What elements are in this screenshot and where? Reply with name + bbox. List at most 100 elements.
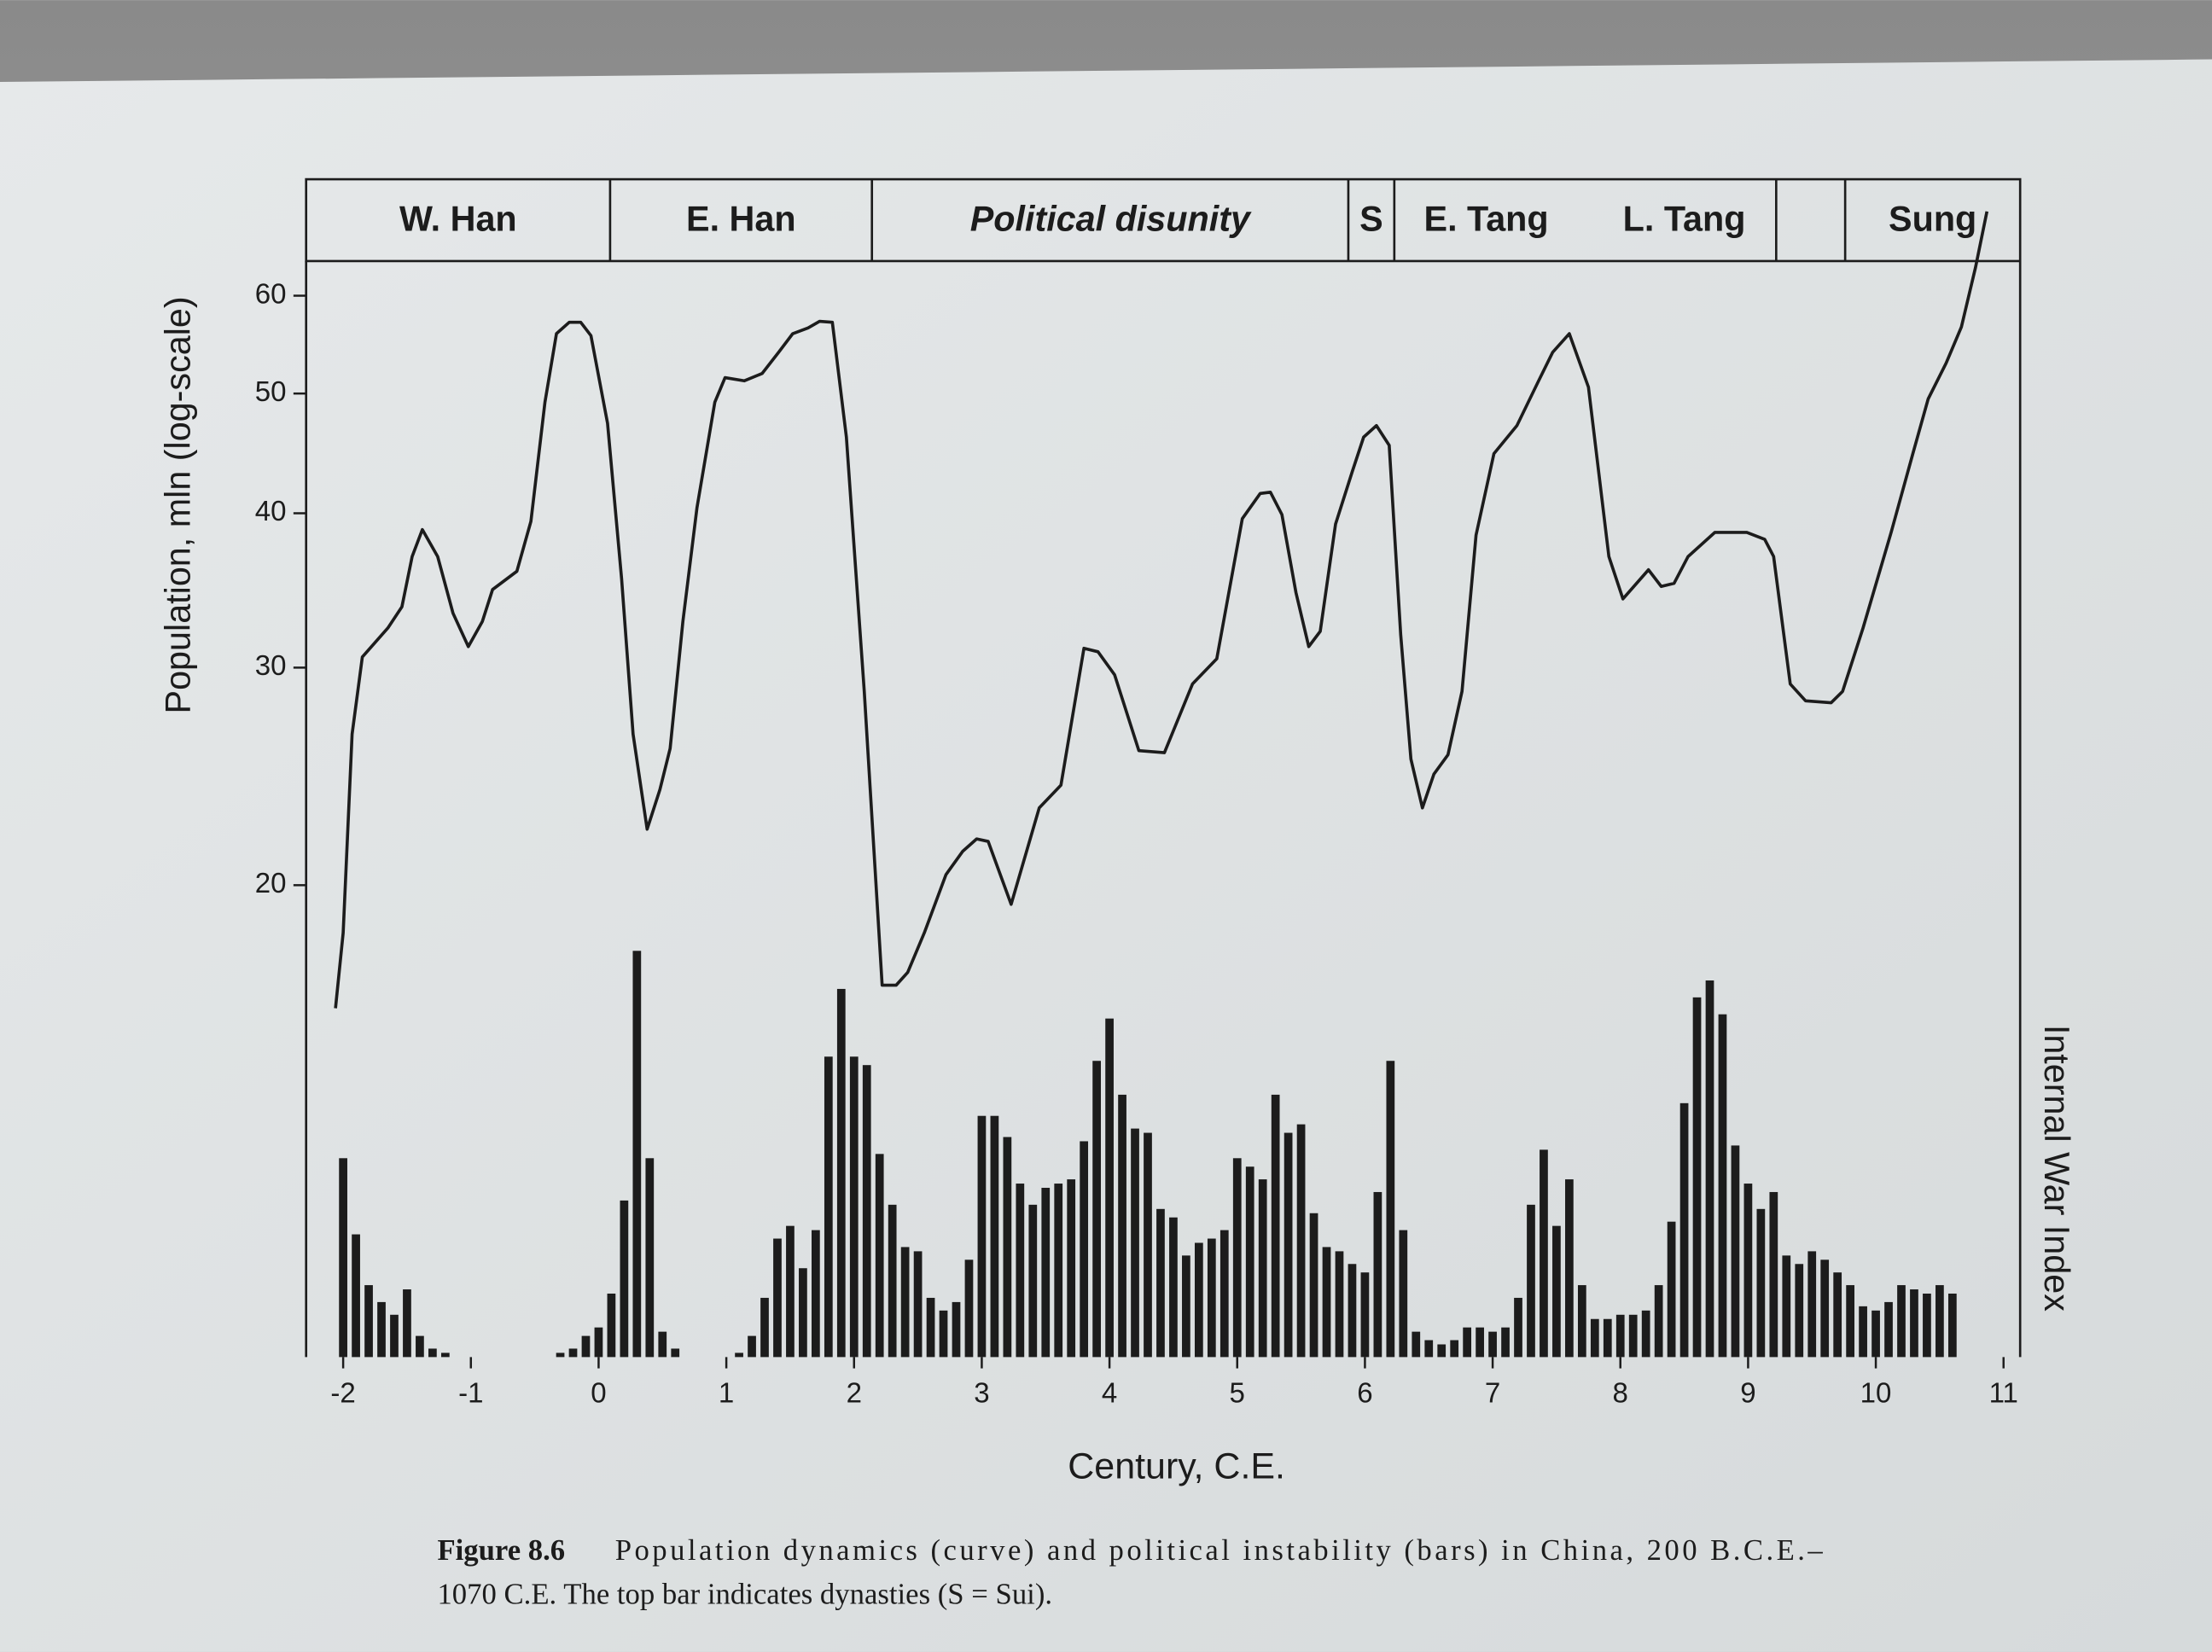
war-bar bbox=[1296, 1124, 1306, 1358]
war-bar bbox=[1782, 1255, 1791, 1358]
war-bar bbox=[849, 1056, 859, 1358]
war-bar bbox=[824, 1056, 833, 1358]
war-bar bbox=[1769, 1191, 1778, 1358]
x-tick-label: 7 bbox=[1485, 1378, 1500, 1410]
war-bar bbox=[1258, 1179, 1267, 1358]
war-bar bbox=[748, 1335, 756, 1358]
war-bar bbox=[1463, 1327, 1472, 1358]
war-bar bbox=[556, 1352, 565, 1358]
war-bar bbox=[1846, 1285, 1854, 1358]
war-bar bbox=[1514, 1297, 1522, 1358]
war-bar bbox=[1936, 1285, 1944, 1358]
war-bar bbox=[1756, 1208, 1766, 1358]
war-bar bbox=[1348, 1264, 1357, 1358]
war-bar bbox=[1705, 980, 1714, 1358]
war-bar bbox=[862, 1065, 871, 1358]
war-bar bbox=[1590, 1318, 1599, 1358]
y-tick-label: 60 bbox=[255, 278, 287, 310]
x-tick-label: 10 bbox=[1860, 1378, 1892, 1410]
x-tick-label: 0 bbox=[591, 1378, 606, 1410]
war-bar bbox=[1016, 1184, 1025, 1358]
war-bar bbox=[773, 1238, 782, 1358]
war-bar bbox=[799, 1268, 807, 1358]
war-bar bbox=[1232, 1158, 1242, 1358]
y-tick-label: 20 bbox=[255, 868, 287, 899]
war-bar bbox=[1271, 1094, 1280, 1358]
war-bar bbox=[1437, 1344, 1447, 1358]
x-tick-label: 5 bbox=[1230, 1378, 1245, 1410]
war-bar bbox=[1910, 1289, 1918, 1358]
war-bar bbox=[1641, 1310, 1650, 1358]
x-tick-label: -1 bbox=[458, 1378, 483, 1410]
war-bar bbox=[1067, 1179, 1076, 1358]
y-tick-label: 30 bbox=[255, 650, 287, 682]
war-bar bbox=[645, 1158, 655, 1358]
war-bar bbox=[1552, 1225, 1561, 1358]
war-bar bbox=[1360, 1272, 1370, 1358]
war-bar bbox=[1731, 1145, 1740, 1358]
war-bar bbox=[1654, 1285, 1663, 1358]
war-bar bbox=[671, 1348, 680, 1358]
war-bar bbox=[1450, 1340, 1459, 1358]
war-bar bbox=[428, 1348, 437, 1358]
war-bar bbox=[1092, 1061, 1101, 1358]
y-tick-label: 40 bbox=[255, 496, 287, 527]
war-bar bbox=[1718, 1014, 1727, 1358]
war-bar bbox=[1540, 1149, 1548, 1358]
dynasty-label: E. Han bbox=[686, 200, 796, 239]
war-bar bbox=[1207, 1238, 1216, 1358]
war-bar bbox=[1577, 1285, 1586, 1358]
dynasty-label: W. Han bbox=[399, 200, 517, 239]
y2-axis-title: Internal War Index bbox=[2037, 1025, 2076, 1312]
war-bar bbox=[339, 1158, 347, 1358]
caption-text: 1070 C.E. The top bar indicates dynastie… bbox=[437, 1577, 1052, 1610]
war-bar bbox=[1807, 1251, 1817, 1358]
dynasty-label: Political disunity bbox=[970, 200, 1252, 239]
x-tick-label: 11 bbox=[1989, 1378, 2018, 1410]
x-tick-label: 1 bbox=[719, 1378, 734, 1410]
dynasty-label: S bbox=[1359, 200, 1383, 239]
x-tick-label: -2 bbox=[330, 1378, 355, 1410]
war-bar bbox=[952, 1301, 961, 1358]
war-bar bbox=[964, 1259, 974, 1358]
war-bar bbox=[416, 1335, 424, 1358]
x-tick-label: 8 bbox=[1613, 1378, 1628, 1410]
war-bar bbox=[875, 1154, 884, 1358]
war-bar bbox=[1041, 1188, 1051, 1358]
war-bar bbox=[1424, 1340, 1434, 1358]
war-bar bbox=[1131, 1128, 1139, 1358]
war-bar bbox=[1309, 1213, 1318, 1358]
war-bar bbox=[1144, 1132, 1152, 1358]
figure: Population, mln (log-scale) Internal War… bbox=[159, 177, 2076, 1610]
y-tick-label: 50 bbox=[255, 376, 287, 408]
caption-label: Figure 8.6 bbox=[437, 1533, 565, 1567]
war-bar bbox=[1169, 1217, 1178, 1358]
war-bar bbox=[581, 1335, 591, 1358]
war-bar bbox=[1743, 1184, 1753, 1358]
y-axis-title: Population, mln (log-scale) bbox=[159, 296, 198, 713]
x-tick-label: 9 bbox=[1740, 1378, 1755, 1410]
war-bar bbox=[735, 1352, 743, 1358]
war-bar bbox=[440, 1352, 450, 1358]
x-tick-label: 4 bbox=[1102, 1378, 1117, 1410]
x-tick-label: 6 bbox=[1357, 1378, 1372, 1410]
war-bar bbox=[1795, 1264, 1804, 1358]
war-bar bbox=[1245, 1166, 1254, 1358]
war-bar bbox=[1628, 1314, 1638, 1358]
war-bar bbox=[1603, 1318, 1612, 1358]
war-bar bbox=[1386, 1061, 1395, 1358]
population-line bbox=[334, 211, 1989, 1009]
war-bar bbox=[1156, 1208, 1165, 1358]
page bbox=[0, 59, 2212, 1652]
war-bar bbox=[1859, 1306, 1867, 1358]
war-bar bbox=[900, 1247, 910, 1358]
war-bar bbox=[786, 1225, 795, 1358]
war-bar bbox=[1322, 1247, 1331, 1358]
war-bar bbox=[836, 988, 846, 1358]
war-bar bbox=[607, 1293, 616, 1358]
war-bar bbox=[594, 1327, 603, 1358]
dynasty-bar bbox=[305, 177, 2022, 263]
dynasty-label: Sung bbox=[1889, 200, 1976, 239]
war-bar bbox=[1897, 1285, 1906, 1358]
war-bar bbox=[620, 1200, 629, 1358]
